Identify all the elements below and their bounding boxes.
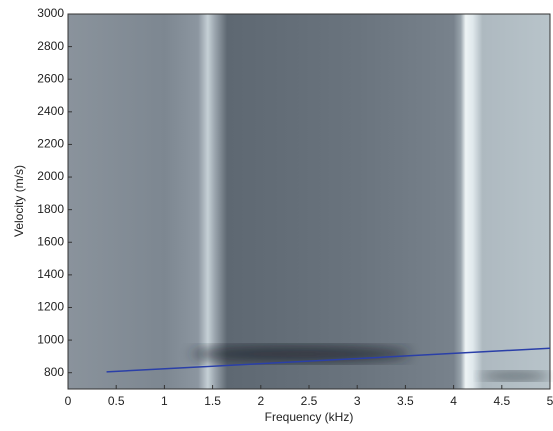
y-tick-label: 1800 <box>37 202 64 216</box>
x-tick-label: 3.5 <box>397 394 414 408</box>
x-tick-label: 0.5 <box>108 394 125 408</box>
x-tick-label: 2 <box>257 394 264 408</box>
x-tick-label: 0 <box>65 394 72 408</box>
y-tick-label: 2800 <box>37 39 64 53</box>
y-axis-label: Velocity (m/s) <box>12 165 26 237</box>
y-tick-label: 3000 <box>37 6 64 20</box>
x-tick-label: 4.5 <box>493 394 510 408</box>
y-tick-label: 2400 <box>37 104 64 118</box>
x-tick-label: 5 <box>547 394 553 408</box>
x-tick-label: 4 <box>450 394 457 408</box>
x-tick-label: 3 <box>354 394 361 408</box>
y-tick-label: 2200 <box>37 137 64 151</box>
y-tick-label: 1400 <box>37 267 64 281</box>
y-tick-label: 1600 <box>37 234 64 248</box>
y-tick-label: 2000 <box>37 169 64 183</box>
x-tick-label: 1 <box>161 394 168 408</box>
y-tick-label: 1200 <box>37 300 64 314</box>
x-tick-label: 2.5 <box>301 394 318 408</box>
x-axis-label: Frequency (kHz) <box>265 410 354 424</box>
plot-background <box>67 13 551 390</box>
y-tick-label: 2600 <box>37 71 64 85</box>
y-tick-label: 1000 <box>37 332 64 346</box>
y-tick-label: 800 <box>44 365 64 379</box>
x-tick-label: 1.5 <box>204 394 221 408</box>
data-line <box>106 347 551 373</box>
